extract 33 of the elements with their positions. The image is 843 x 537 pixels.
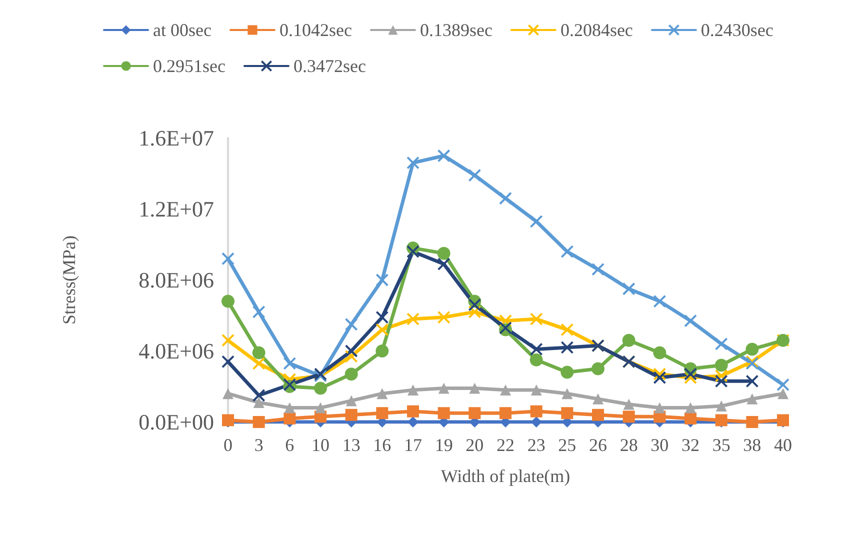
legend-label: 0.2430sec [700, 20, 774, 40]
x-tick-label: 30 [650, 435, 669, 455]
y-tick-label: 8.0E+06 [138, 268, 214, 292]
x-tick-label: 17 [404, 435, 422, 455]
x-tick-label: 23 [527, 435, 546, 455]
y-tick-label: 0.0E+00 [138, 410, 214, 434]
x-tick-label: 19 [434, 435, 453, 455]
x-tick-label: 22 [496, 435, 514, 455]
x-tick-label: 10 [312, 435, 330, 455]
x-axis-title: Width of plate(m) [440, 466, 570, 486]
legend-label: 0.1389sec [420, 20, 492, 40]
x-tick-label: 16 [373, 435, 392, 455]
x-tick-label: 38 [743, 435, 762, 455]
y-tick-label: 1.6E+07 [138, 126, 214, 150]
x-tick-label: 26 [589, 435, 607, 455]
legend-label: 0.2084sec [560, 20, 633, 40]
y-axis-title: Stress(MPa) [59, 235, 79, 324]
legend-label: 0.1042sec [279, 20, 352, 40]
x-tick-label: 25 [558, 435, 576, 455]
y-tick-label: 1.2E+07 [138, 196, 214, 222]
legend-label: 0.2951sec [153, 56, 226, 76]
x-tick-label: 40 [774, 435, 792, 455]
x-tick-label: 13 [342, 435, 360, 455]
x-tick-label: 20 [466, 435, 484, 455]
x-tick-label: 35 [712, 435, 730, 455]
legend-label: 0.3472sec [293, 56, 366, 76]
x-tick-label: 0 [224, 435, 232, 455]
y-tick-label: 4.0E+06 [138, 338, 214, 364]
x-tick-label: 6 [285, 435, 294, 455]
x-tick-label: 3 [254, 435, 264, 455]
x-tick-label: 32 [682, 435, 700, 455]
x-tick-label: 28 [620, 435, 638, 455]
legend-label: at 00sec [153, 20, 212, 40]
